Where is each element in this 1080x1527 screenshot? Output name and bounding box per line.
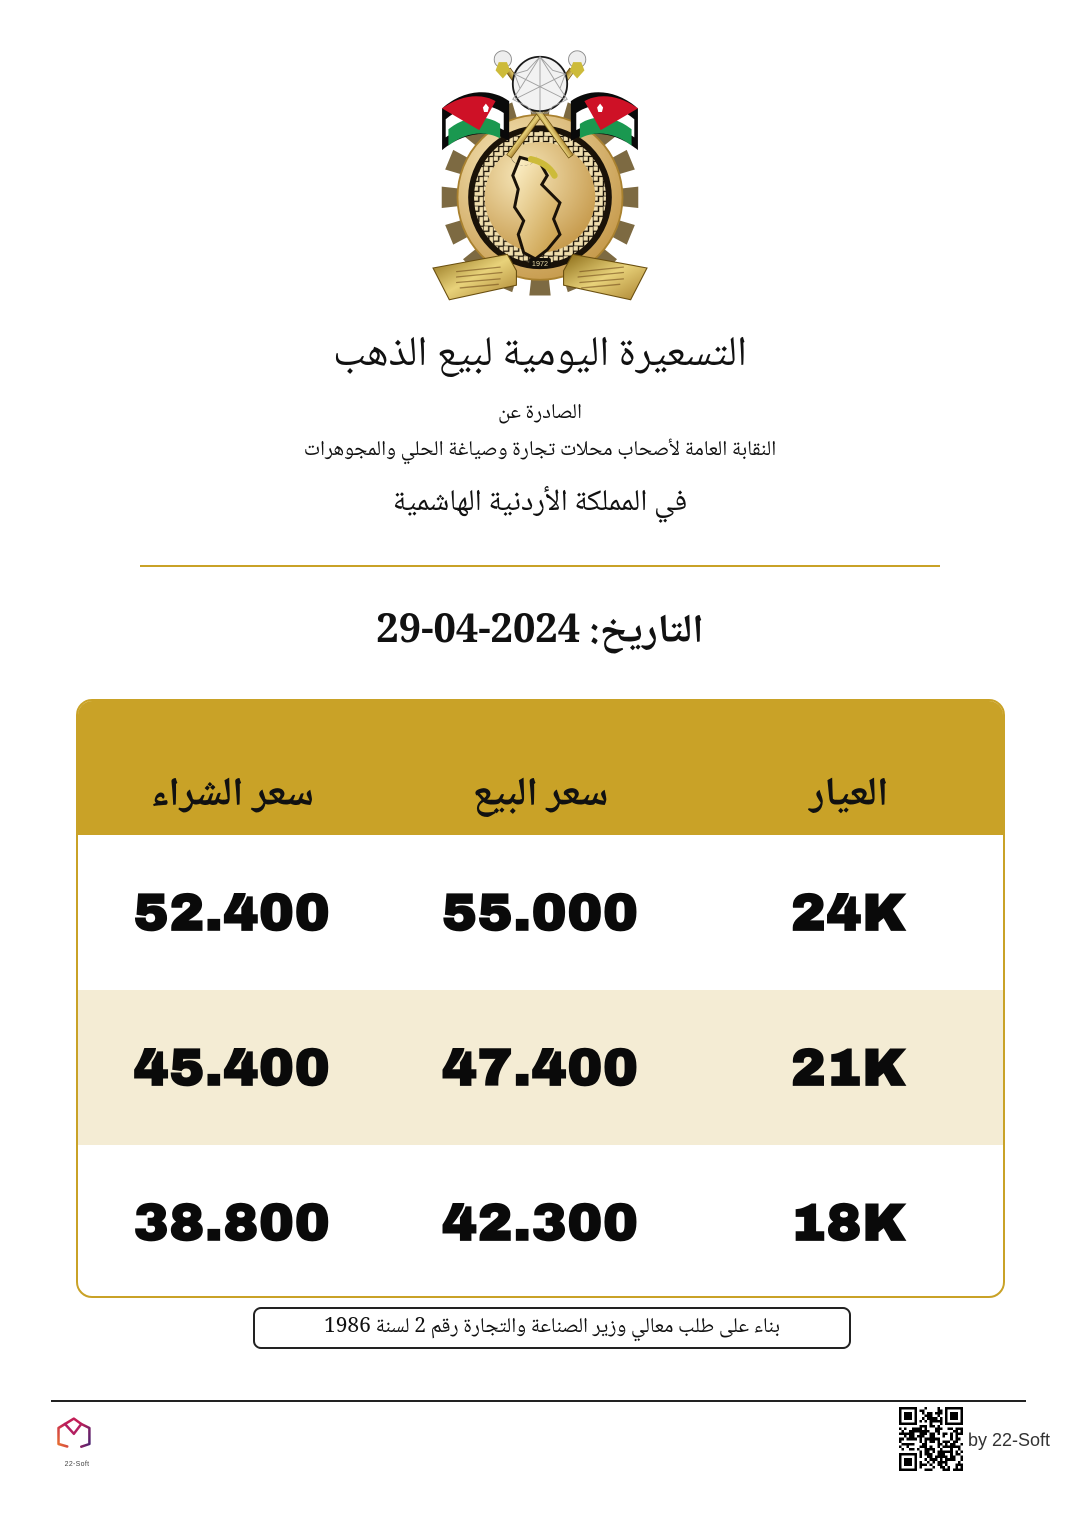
svg-text:1972: 1972 xyxy=(532,259,548,268)
